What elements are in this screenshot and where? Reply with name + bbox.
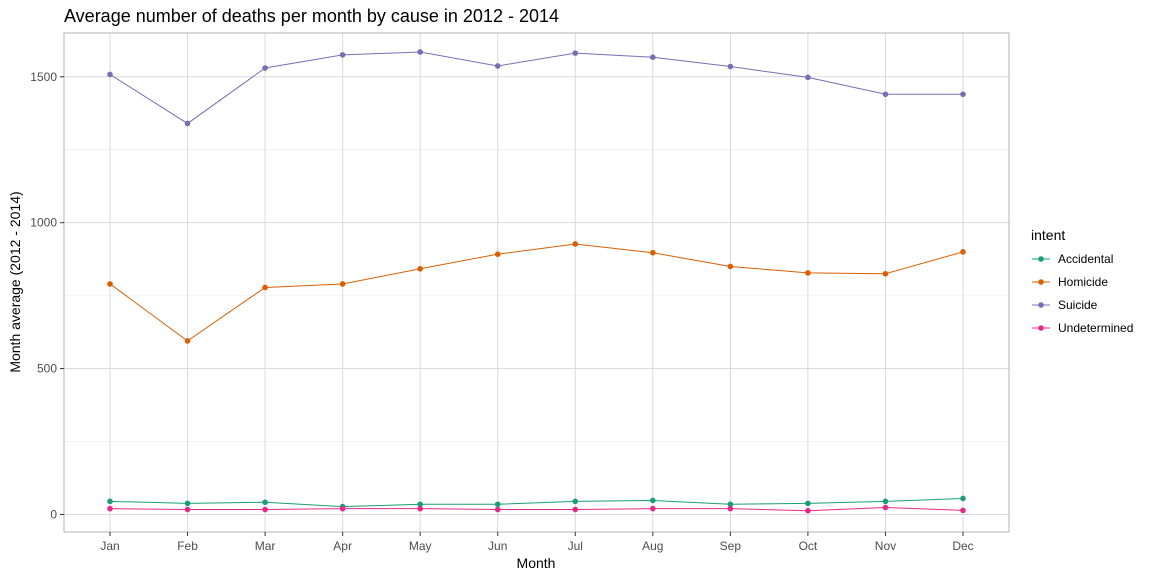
- data-point-undetermined: [960, 507, 966, 514]
- x-tick-label: Dec: [952, 539, 973, 553]
- x-tick-label: Sep: [720, 539, 742, 553]
- data-point-homicide: [960, 249, 966, 255]
- x-axis-title: Month: [517, 555, 556, 571]
- data-point-suicide: [805, 74, 811, 81]
- data-point-accidental: [184, 500, 191, 507]
- data-point-suicide: [107, 71, 113, 78]
- data-point-accidental: [727, 501, 734, 508]
- series-line-undetermined: [109, 506, 964, 512]
- data-point-homicide: [650, 249, 656, 256]
- series-layer: [107, 49, 966, 514]
- x-tick-label: Jan: [100, 539, 119, 553]
- x-tick-label: Mar: [255, 539, 276, 553]
- data-point-accidental: [572, 498, 579, 505]
- data-point-suicide: [727, 63, 734, 70]
- data-point-accidental: [262, 499, 268, 506]
- legend-label-homicide: Homicide: [1058, 275, 1108, 289]
- data-point-accidental: [882, 498, 889, 505]
- y-tick-label: 1000: [30, 216, 57, 230]
- panel-border: [63, 32, 1010, 533]
- y-tick-label: 1500: [30, 70, 57, 84]
- data-point-homicide: [805, 270, 811, 276]
- data-point-homicide: [572, 241, 579, 247]
- legend-key-point-suicide: [1038, 302, 1044, 308]
- y-tick-label: 0: [50, 507, 57, 521]
- legend-label-undetermined: Undetermined: [1058, 321, 1133, 335]
- y-tick-label: 500: [37, 362, 57, 376]
- data-point-homicide: [339, 281, 346, 287]
- data-point-suicide: [960, 91, 966, 98]
- data-point-suicide: [417, 49, 423, 55]
- data-point-undetermined: [572, 506, 579, 513]
- axes: 0 500 1000 1500 Jan Feb Mar Apr May Jun Jul Aug Sep O…: [30, 70, 973, 553]
- data-point-suicide: [262, 65, 268, 71]
- data-point-suicide: [494, 63, 501, 69]
- data-point-accidental: [960, 495, 966, 502]
- x-tick-label: Nov: [875, 539, 896, 553]
- data-point-homicide: [494, 251, 501, 257]
- data-point-suicide: [572, 50, 579, 56]
- series-line-accidental: [109, 497, 964, 508]
- legend-label-suicide: Suicide: [1058, 298, 1098, 312]
- data-point-undetermined: [805, 507, 811, 514]
- data-point-undetermined: [882, 504, 889, 511]
- data-point-accidental: [650, 497, 656, 504]
- data-point-homicide: [727, 263, 734, 270]
- data-point-accidental: [494, 501, 501, 508]
- x-tick-label: Aug: [642, 539, 663, 553]
- data-point-undetermined: [727, 505, 734, 512]
- data-point-accidental: [107, 498, 113, 505]
- data-point-undetermined: [494, 506, 501, 513]
- x-tick-label: Apr: [333, 539, 352, 553]
- grid: [64, 33, 1009, 532]
- data-point-undetermined: [417, 505, 423, 512]
- y-axis-title: Month average (2012 - 2014): [7, 191, 23, 372]
- data-point-homicide: [184, 338, 191, 344]
- data-point-undetermined: [184, 506, 191, 513]
- data-point-suicide: [882, 91, 889, 98]
- legend-key-point-undetermined: [1038, 325, 1044, 331]
- data-point-undetermined: [650, 505, 656, 512]
- data-point-suicide: [339, 52, 346, 58]
- data-point-accidental: [805, 500, 811, 507]
- legend-title: intent: [1031, 227, 1065, 243]
- data-point-undetermined: [339, 505, 346, 512]
- x-tick-label: Jul: [568, 539, 583, 553]
- x-tick-label: Feb: [177, 539, 198, 553]
- data-point-homicide: [107, 281, 113, 287]
- x-tick-label: Jun: [488, 539, 507, 553]
- data-point-suicide: [184, 120, 191, 127]
- series-line-homicide: [109, 243, 964, 342]
- chart-title: Average number of deaths per month by ca…: [64, 6, 559, 26]
- legend-key-point-accidental: [1038, 256, 1044, 262]
- data-point-homicide: [417, 265, 423, 272]
- legend: intent Accidental Homicide Suicide Undeterm…: [1031, 227, 1133, 335]
- data-point-accidental: [417, 501, 423, 508]
- data-point-undetermined: [262, 506, 268, 513]
- data-point-homicide: [262, 284, 268, 291]
- x-tick-label: May: [409, 539, 432, 553]
- data-point-undetermined: [107, 505, 113, 512]
- data-point-suicide: [650, 54, 656, 61]
- x-tick-label: Oct: [799, 539, 818, 553]
- series-line-suicide: [109, 51, 963, 125]
- legend-label-accidental: Accidental: [1058, 252, 1113, 266]
- legend-key-point-homicide: [1038, 279, 1044, 285]
- data-point-homicide: [882, 270, 889, 277]
